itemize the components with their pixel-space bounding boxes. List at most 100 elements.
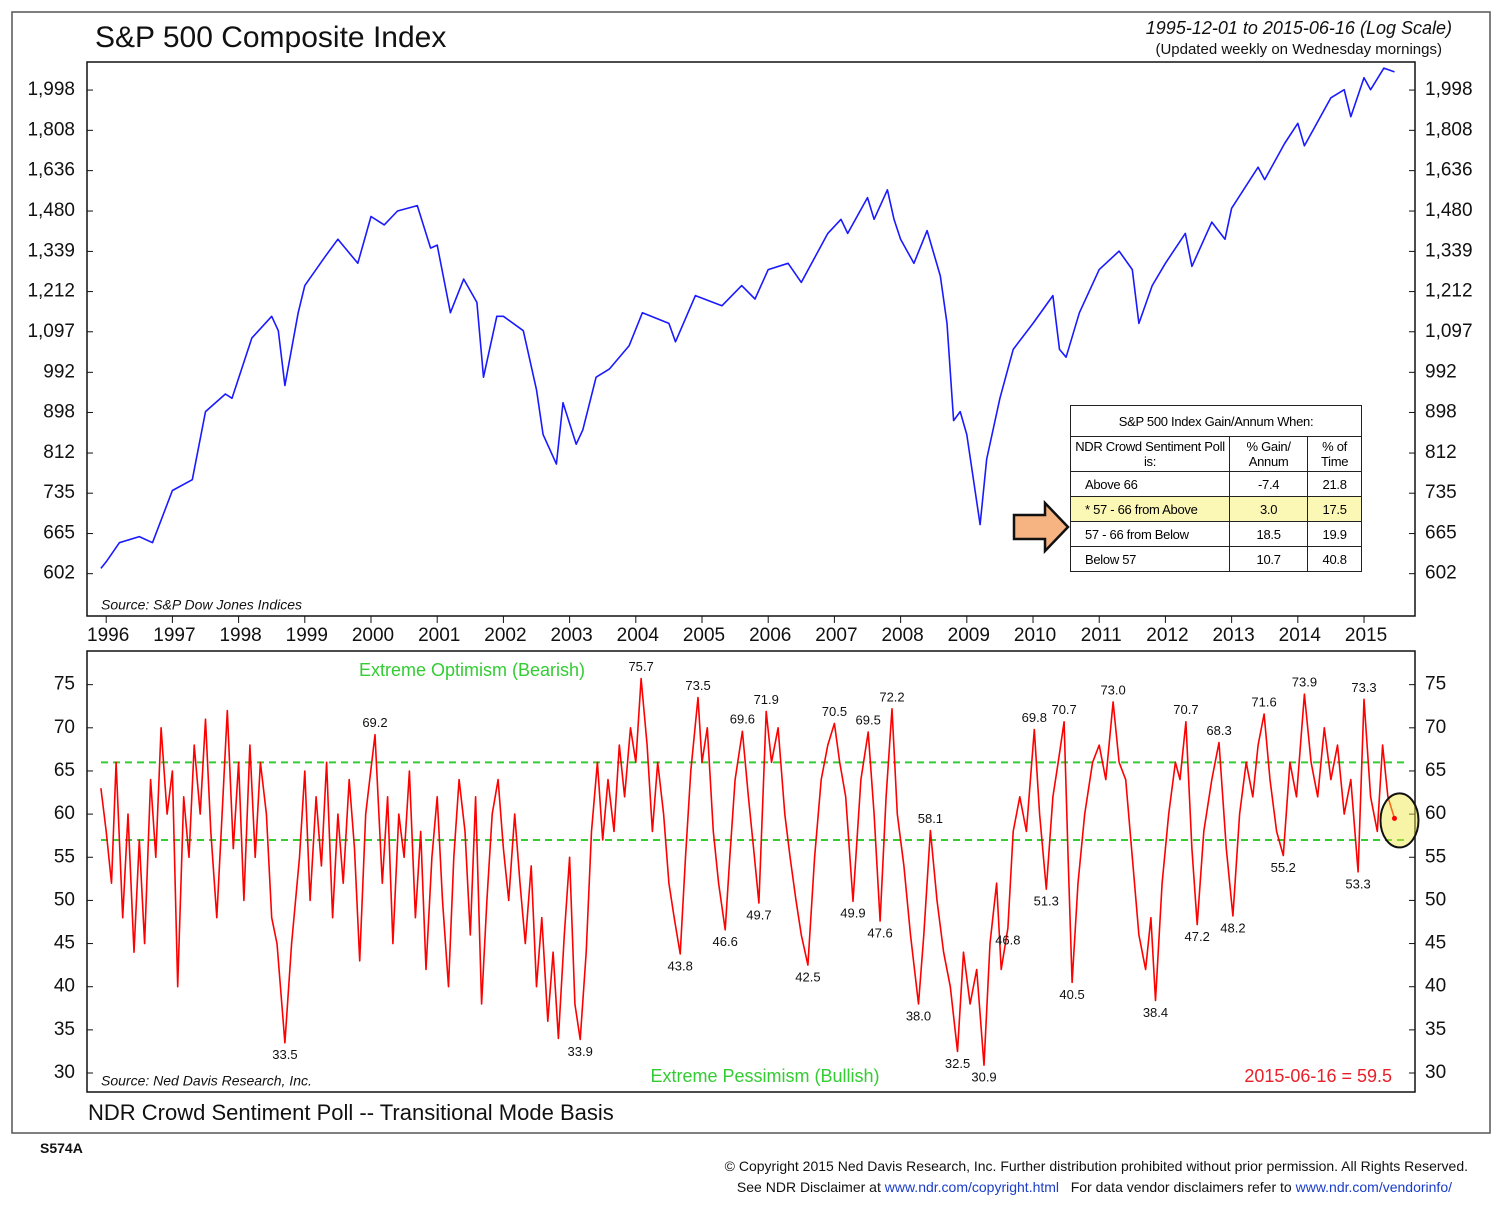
data-label: 69.2	[362, 715, 387, 730]
x-tick-label: 2008	[881, 625, 923, 646]
y-tick-label: 35	[54, 1019, 75, 1040]
bottom-plot-frame	[86, 650, 1416, 1093]
table-cell: 17.5	[1307, 496, 1362, 522]
x-tick-label: 2006	[749, 625, 791, 646]
chart-title: S&P 500 Composite Index	[95, 21, 446, 54]
x-tick-label: 1997	[153, 625, 195, 646]
x-tick-label: 2007	[815, 625, 857, 646]
arrow	[1012, 499, 1070, 555]
link[interactable]: www.ndr.com/copyright.html	[884, 1179, 1060, 1195]
data-label: 58.1	[918, 811, 943, 826]
table-header: % of Time	[1307, 436, 1362, 472]
y-tick-label: 602	[1425, 563, 1457, 584]
source: Source: Ned Davis Research, Inc.	[101, 1073, 312, 1089]
x-tick-label: 2004	[617, 625, 660, 646]
table-row: 57 - 66 from Below 18.5 19.9	[1070, 521, 1362, 547]
table-cell: 19.9	[1307, 521, 1362, 547]
x-tick-label: 1999	[286, 625, 328, 646]
data-label: 48.2	[1220, 920, 1245, 935]
y-tick-label: 898	[43, 401, 75, 422]
data-label: 38.0	[906, 1008, 931, 1023]
table-cell: 18.5	[1228, 521, 1309, 547]
y-tick-label: 602	[43, 563, 75, 584]
y-tick-label: 1,636	[1425, 160, 1473, 181]
table-cell: 40.8	[1307, 546, 1362, 572]
y-tick-label: 812	[1425, 442, 1457, 463]
data-line	[100, 67, 1395, 569]
data-label: 70.7	[1051, 702, 1076, 717]
x-tick-label: 2010	[1014, 625, 1056, 646]
y-tick-label: 70	[54, 717, 75, 738]
x-tick-label: 1996	[87, 625, 129, 646]
x-tick-label: 2002	[484, 625, 526, 646]
data-label: 53.3	[1345, 876, 1370, 891]
data-label: 70.5	[822, 704, 847, 719]
y-tick-label: 60	[1425, 803, 1446, 824]
x-tick-label: 2014	[1279, 625, 1322, 646]
highlight	[1379, 792, 1420, 849]
data-label: 73.9	[1292, 675, 1317, 690]
data-label: 51.3	[1034, 894, 1059, 909]
y-tick-label: 1,808	[27, 119, 75, 140]
table-row: Below 57 10.7 40.8	[1070, 546, 1362, 572]
y-tick-label: 70	[1425, 717, 1446, 738]
table-cell: * 57 - 66 from Above	[1070, 496, 1230, 522]
source: Source: S&P Dow Jones Indices	[101, 597, 302, 613]
data-label: 32.5	[945, 1056, 970, 1071]
y-tick-label: 1,998	[1425, 79, 1473, 100]
x-tick-label: 2000	[352, 625, 394, 646]
latest-point	[1391, 815, 1397, 821]
y-tick-label: 735	[43, 482, 75, 503]
data-label: 69.6	[730, 712, 755, 727]
copyright: © Copyright 2015 Ned Davis Research, Inc…	[724, 1158, 1468, 1174]
y-tick-label: 50	[1425, 889, 1446, 910]
table-title: S&P 500 Index Gain/Annum When:	[1070, 405, 1362, 437]
y-tick-label: 1,339	[27, 240, 75, 261]
data-label: 71.6	[1251, 694, 1276, 709]
y-tick-label: 30	[1425, 1062, 1446, 1083]
link[interactable]: www.ndr.com/vendorinfo/	[1295, 1179, 1452, 1195]
data-label: 33.9	[568, 1044, 593, 1059]
pessimism-label: Extreme Pessimism (Bullish)	[650, 1066, 879, 1086]
y-tick-label: 55	[54, 846, 75, 867]
y-tick-label: 45	[1425, 933, 1446, 954]
subtitle: 1995-12-01 to 2015-06-16 (Log Scale)	[1146, 18, 1452, 38]
data-label: 73.0	[1100, 682, 1125, 697]
y-tick-label: 75	[1425, 674, 1446, 695]
note: (Updated weekly on Wednesday mornings)	[1155, 41, 1442, 58]
data-label: 46.8	[995, 932, 1020, 947]
y-tick-label: 65	[1425, 760, 1446, 781]
table-cell: 3.0	[1228, 496, 1309, 522]
data-label: 49.9	[840, 906, 865, 921]
x-tick-label: 2012	[1146, 625, 1188, 646]
y-tick-label: 65	[54, 760, 75, 781]
y-tick-label: 50	[54, 889, 75, 910]
data-label: 55.2	[1271, 860, 1296, 875]
y-tick-label: 40	[1425, 976, 1446, 997]
x-tick-label: 2015	[1345, 625, 1387, 646]
table-header: % Gain/ Annum	[1228, 436, 1309, 472]
table-cell: 21.8	[1307, 471, 1362, 497]
disclaimer: See NDR Disclaimer at	[736, 1179, 881, 1195]
data-label: 75.7	[628, 659, 653, 674]
optimism-label: Extreme Optimism (Bearish)	[359, 660, 585, 680]
x-tick-label: 2003	[550, 625, 592, 646]
x-tick-label: 1998	[219, 625, 261, 646]
x-tick-label: 2013	[1212, 625, 1254, 646]
disclaimer-line: See NDR Disclaimer at www.ndr.com/copyri…	[737, 1179, 1452, 1195]
data-label: 70.7	[1173, 702, 1198, 717]
y-tick-label: 1,636	[27, 160, 75, 181]
y-tick-label: 1,212	[1425, 281, 1473, 302]
data-label: 30.9	[971, 1070, 996, 1085]
data-label: 68.3	[1206, 723, 1231, 738]
y-tick-label: 60	[54, 803, 75, 824]
y-tick-label: 1,480	[1425, 200, 1473, 221]
data-label: 73.3	[1351, 680, 1376, 695]
table-row: Above 66 -7.4 21.8	[1070, 471, 1362, 497]
y-tick-label: 45	[54, 933, 75, 954]
y-tick-label: 30	[54, 1062, 75, 1083]
data-label: 73.5	[685, 678, 710, 693]
y-tick-label: 1,339	[1425, 240, 1473, 261]
data-label: 40.5	[1059, 987, 1084, 1002]
